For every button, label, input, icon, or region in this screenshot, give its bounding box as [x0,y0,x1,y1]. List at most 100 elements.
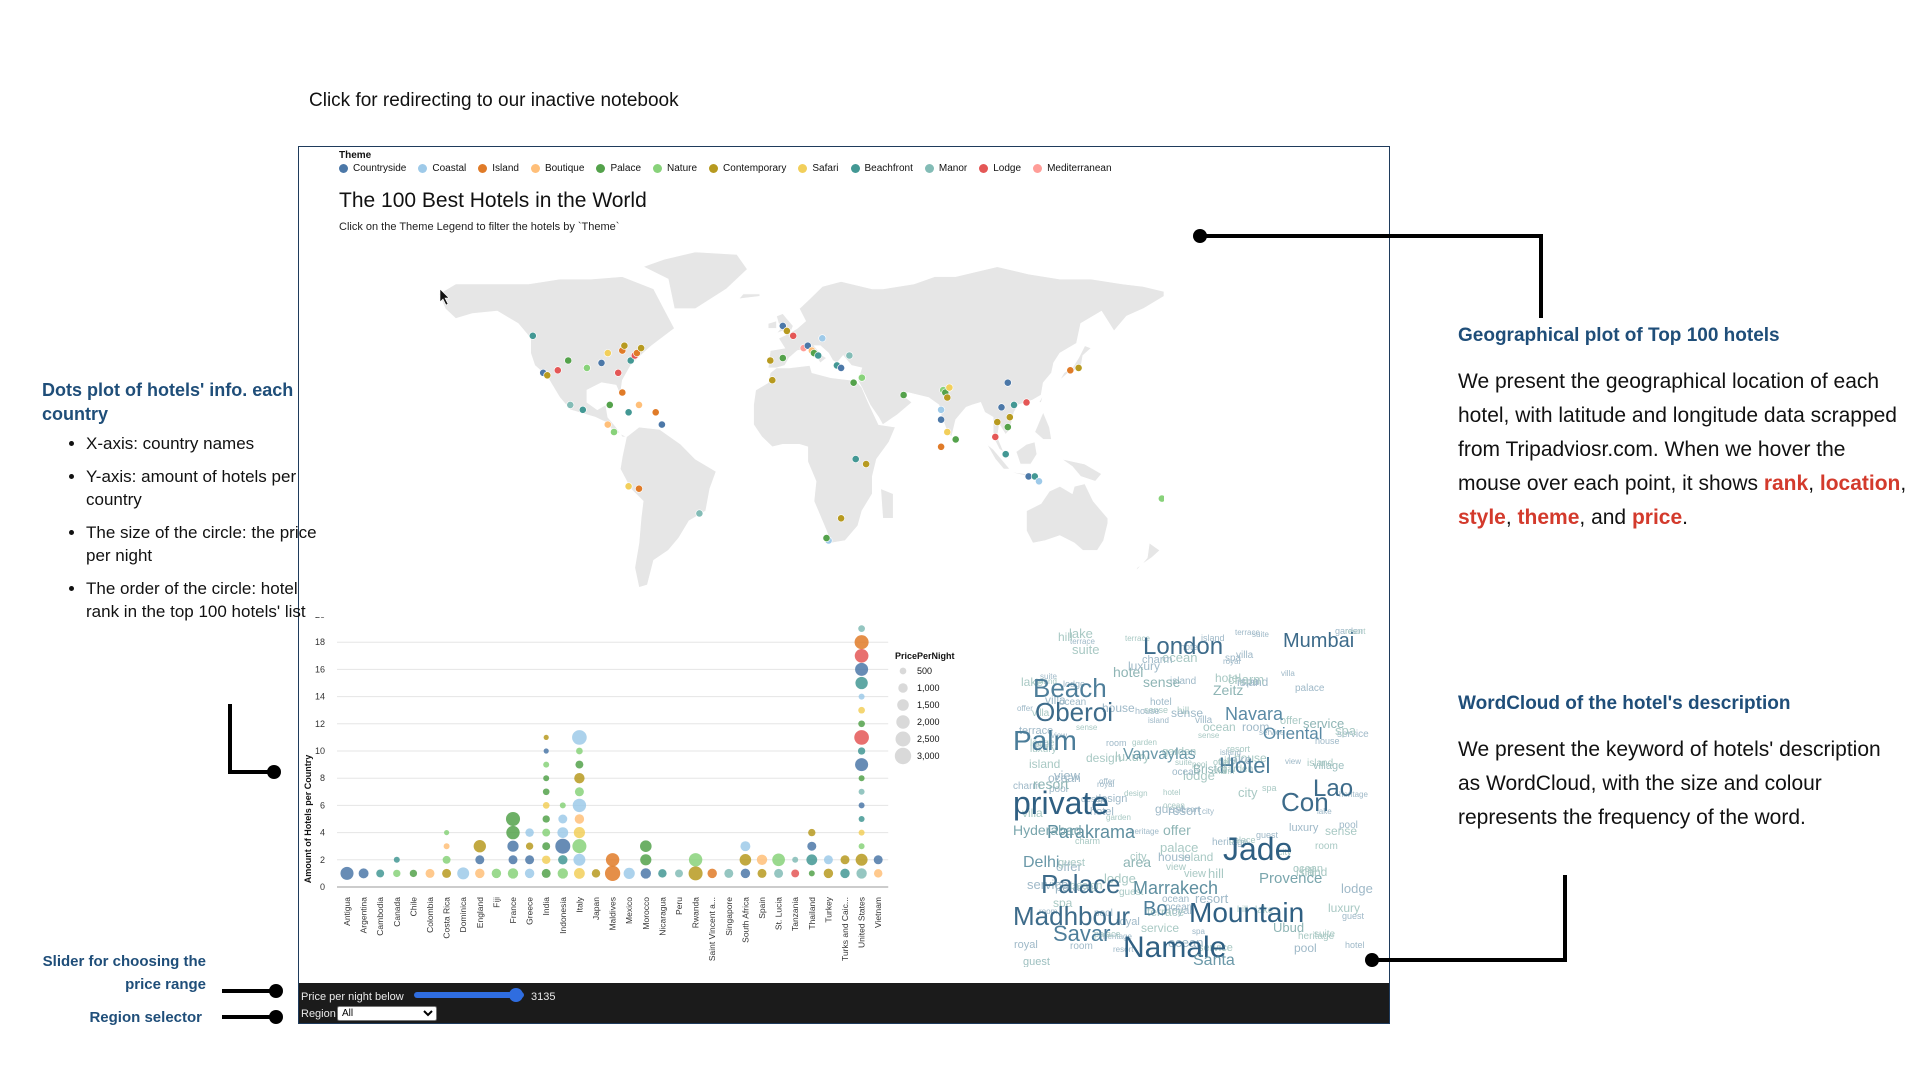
hotel-dot[interactable] [475,868,485,879]
hotel-dot[interactable] [542,815,550,823]
legend-item-contemporary[interactable]: Contemporary [709,163,786,174]
legend-item-beachfront[interactable]: Beachfront [850,163,913,174]
hotel-map-point[interactable] [951,435,960,444]
hotel-map-point[interactable] [945,383,954,392]
hotel-map-point[interactable] [566,400,575,409]
legend-item-manor[interactable]: Manor [924,163,967,174]
hotel-map-point[interactable] [553,366,562,375]
hotel-map-point[interactable] [778,322,787,330]
hotel-map-point[interactable] [618,388,627,397]
hotel-dot[interactable] [688,853,703,867]
hotel-map-point[interactable] [845,351,854,360]
hotel-dot[interactable] [858,802,865,809]
hotel-dot[interactable] [340,866,354,880]
hotel-map-point[interactable] [814,351,823,360]
hotel-dot[interactable] [525,828,534,837]
hotel-dot[interactable] [507,868,519,879]
hotel-map-point[interactable] [851,455,860,463]
hotel-dot[interactable] [840,855,850,865]
hotel-dot[interactable] [854,648,869,663]
hotel-map-point[interactable] [1003,423,1012,431]
hotel-dot[interactable] [574,787,584,797]
dots-plot[interactable]: 0 2 4 6 8 10 12 14 16 18 20 Amount of Hotels per Co… [299,617,999,983]
hotel-map-point[interactable] [766,356,775,365]
hotel-map-point[interactable] [1022,398,1031,407]
hotel-dot[interactable] [473,840,486,853]
hotel-dot[interactable] [855,758,869,772]
hotel-dot[interactable] [640,840,652,852]
hotel-dot[interactable] [543,734,549,740]
hotel-dot[interactable] [508,855,518,865]
hotel-dot[interactable] [792,856,799,863]
hotel-dot[interactable] [576,747,583,755]
hotel-dot[interactable] [575,760,584,769]
hotel-dot[interactable] [574,773,585,784]
hotel-dot[interactable] [739,854,752,866]
hotel-dot[interactable] [475,855,485,865]
hotel-map-point[interactable] [626,356,635,365]
hotel-map-point[interactable] [635,400,643,409]
hotel-dot[interactable] [854,730,869,745]
hotel-map-point[interactable] [768,376,777,385]
hotel-map-point[interactable] [857,373,866,382]
hotel-map-point[interactable] [1074,364,1083,372]
hotel-dot[interactable] [808,828,816,837]
hotel-dot[interactable] [444,830,450,836]
hotel-dot[interactable] [623,867,635,879]
hotel-dot[interactable] [857,747,866,755]
hotel-dot[interactable] [808,870,815,877]
hotel-map-point[interactable] [943,428,952,436]
hotel-map-point[interactable] [818,334,827,343]
hotel-dot[interactable] [525,855,535,865]
hotel-dot[interactable] [854,635,869,650]
hotel-map-point[interactable] [1030,472,1039,481]
hotel-map-point[interactable] [1066,366,1075,375]
hotel-dot[interactable] [557,868,568,879]
hotel-dot[interactable] [806,854,818,866]
hotel-dot[interactable] [855,853,868,866]
hotel-map-point[interactable] [695,509,704,518]
hotel-dot[interactable] [675,869,683,878]
hotel-map-point[interactable] [657,420,666,429]
legend-item-countryside[interactable]: Countryside [339,163,406,174]
hotel-map-point[interactable] [632,349,641,357]
hotel-dot[interactable] [858,788,865,795]
hotel-dot[interactable] [858,843,865,850]
legend-item-island[interactable]: Island [478,163,519,174]
hotel-dot[interactable] [541,855,551,865]
hotel-dot[interactable] [558,814,568,824]
hotel-dot[interactable] [558,855,568,865]
hotel-map-point[interactable] [624,482,633,491]
hotel-dot[interactable] [858,816,865,822]
hotel-map-point[interactable] [564,356,573,365]
hotel-dot[interactable] [555,838,571,854]
hotel-map-point[interactable] [610,428,618,436]
hotel-dot[interactable] [542,828,551,837]
hotel-dot[interactable] [542,802,550,809]
hotel-map-point[interactable] [837,514,845,523]
hotel-map-point[interactable] [1005,413,1014,422]
hotel-map-point[interactable] [862,460,870,468]
region-select[interactable]: All [337,1006,437,1021]
hotel-dot[interactable] [541,868,551,878]
hotel-dot[interactable] [858,775,865,782]
hotel-dot[interactable] [409,869,418,878]
hotel-dot[interactable] [443,843,450,850]
hotel-dot[interactable] [573,853,586,866]
hotel-map-point[interactable] [651,408,660,417]
hotel-dot[interactable] [823,855,833,865]
hotel-dot[interactable] [543,775,550,782]
hotel-dot[interactable] [572,798,587,813]
hotel-map-point[interactable] [578,405,587,414]
hotel-map-point[interactable] [937,442,945,451]
hotel-dot[interactable] [858,693,865,700]
hotel-dot[interactable] [572,730,587,745]
hotel-map-point[interactable] [991,432,1000,441]
hotel-map-point[interactable] [782,327,791,335]
hotel-dot[interactable] [442,868,452,878]
hotel-dot[interactable] [505,811,521,827]
hotel-map-point[interactable] [837,364,845,372]
notebook-link[interactable]: Click for redirecting to our inactive no… [309,90,679,111]
hotel-map-point[interactable] [597,359,606,367]
hotel-dot[interactable] [873,855,883,865]
